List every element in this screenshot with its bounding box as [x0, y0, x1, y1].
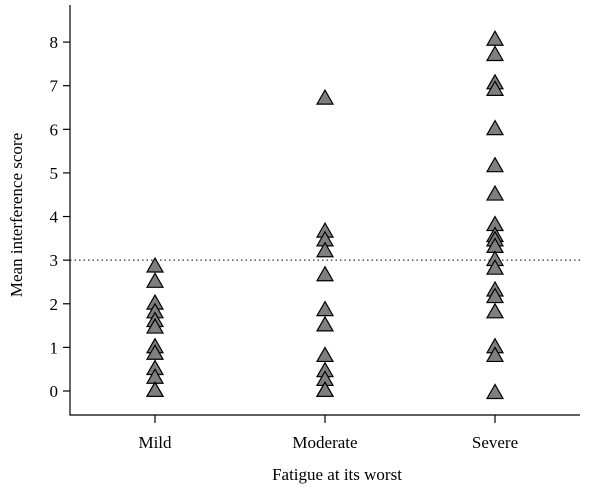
data-point — [485, 80, 505, 96]
y-tick-label: 4 — [50, 208, 59, 227]
data-point — [145, 256, 165, 273]
data-point — [315, 300, 335, 317]
data-point — [485, 287, 505, 304]
y-tick-label: 1 — [50, 338, 59, 357]
data-point — [485, 383, 505, 400]
data-point — [485, 302, 505, 319]
x-tick-label: Moderate — [292, 433, 357, 452]
data-point — [485, 119, 505, 136]
data-point — [485, 184, 505, 201]
y-axis-line — [69, 5, 580, 416]
y-axis-title: Mean interference score — [7, 133, 26, 297]
data-point — [145, 272, 165, 288]
data-point — [145, 344, 165, 360]
data-point — [315, 241, 335, 258]
data-point — [485, 45, 505, 62]
data-point — [315, 381, 335, 397]
data-point — [485, 156, 505, 173]
data-point — [315, 265, 335, 282]
y-tick-label: 0 — [50, 382, 59, 401]
y-axis-ticks: 0 1 2 3 4 5 6 7 8 — [50, 33, 70, 401]
x-tick-label: Severe — [472, 433, 518, 452]
data-point — [315, 88, 335, 105]
data-point — [485, 30, 505, 46]
y-tick-label: 6 — [50, 120, 59, 139]
data-point — [485, 258, 505, 275]
y-tick-label: 2 — [50, 295, 59, 314]
data-point — [315, 346, 335, 363]
data-point — [145, 381, 165, 397]
x-axis-ticks: Mild Moderate Severe — [138, 415, 518, 452]
data-points — [145, 30, 505, 400]
y-tick-label: 7 — [50, 77, 59, 96]
x-tick-label: Mild — [138, 433, 172, 452]
x-axis-title: Fatigue at its worst — [272, 465, 402, 484]
data-point — [145, 317, 165, 334]
y-tick-label: 5 — [50, 164, 59, 183]
data-point — [315, 315, 335, 332]
data-point — [485, 346, 505, 363]
y-tick-label: 8 — [50, 33, 59, 52]
axes — [69, 5, 580, 416]
y-tick-label: 3 — [50, 251, 59, 270]
